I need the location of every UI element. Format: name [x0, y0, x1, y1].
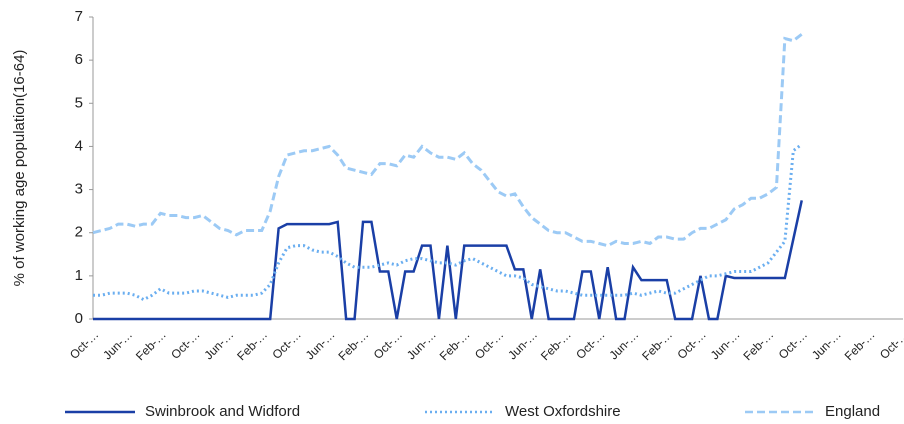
x-tick-label: Oct-…: [269, 327, 303, 361]
x-tick-label: Jun-…: [505, 327, 540, 362]
y-tick-label: 6: [75, 51, 83, 68]
y-axis-label: % of working age population(16-64): [11, 50, 28, 287]
x-tick-label: Oct-…: [573, 327, 607, 361]
x-tick-label: Oct-…: [67, 327, 101, 361]
y-tick-label: 4: [75, 137, 83, 154]
x-tick-label: Feb-…: [639, 327, 675, 363]
y-tick-label: 0: [75, 310, 83, 327]
x-tick-label: Jun-…: [606, 327, 641, 362]
y-tick-label: 2: [75, 224, 83, 241]
x-tick-label: Oct-…: [168, 327, 202, 361]
x-tick-label: Jun-…: [303, 327, 338, 362]
x-tick-label: Feb-…: [538, 327, 574, 363]
x-tick-label: Oct-…: [776, 327, 810, 361]
x-tick-label: Oct-…: [371, 327, 405, 361]
x-tick-label: Jun-…: [100, 327, 135, 362]
series-line: [93, 200, 803, 321]
legend-label: West Oxfordshire: [505, 403, 621, 420]
x-tick-label: Jun-…: [708, 327, 743, 362]
series-line: [93, 143, 803, 302]
x-tick-label: Jun-…: [809, 327, 844, 362]
legend-label: Swinbrook and Widford: [145, 403, 300, 420]
x-tick-label: Feb-…: [133, 327, 169, 363]
x-tick-label: Oct-…: [674, 327, 708, 361]
legend-label: England: [825, 403, 880, 420]
x-tick-label: Feb-…: [437, 327, 473, 363]
x-tick-label: Feb-…: [234, 327, 270, 363]
series-line: [92, 33, 803, 248]
x-tick-label: Jun-…: [201, 327, 236, 362]
y-tick-label: 3: [75, 181, 83, 198]
x-tick-label: Feb-…: [336, 327, 372, 363]
x-tick-label: Oct-…: [472, 327, 506, 361]
x-tick-label: Oct-…: [877, 327, 904, 361]
x-tick-label: Feb-…: [741, 327, 777, 363]
x-tick-label: Jun-…: [404, 327, 439, 362]
x-tick-label: Feb-…: [842, 327, 878, 363]
y-tick-label: 1: [75, 267, 83, 284]
y-tick-label: 5: [75, 94, 83, 111]
y-tick-label: 7: [75, 8, 83, 25]
